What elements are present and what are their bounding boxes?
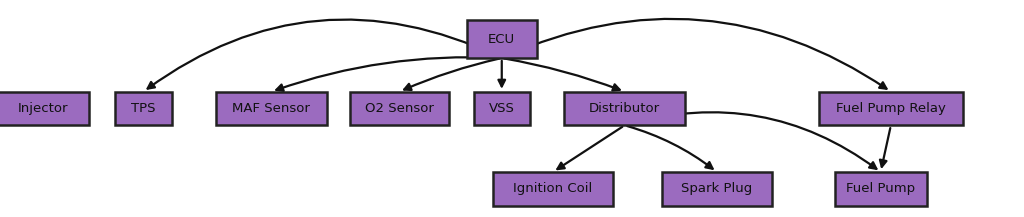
FancyBboxPatch shape: [493, 172, 613, 206]
FancyBboxPatch shape: [662, 172, 772, 206]
Text: O2 Sensor: O2 Sensor: [365, 102, 434, 115]
Text: Injector: Injector: [17, 102, 69, 115]
Text: TPS: TPS: [131, 102, 156, 115]
FancyBboxPatch shape: [467, 20, 537, 58]
FancyBboxPatch shape: [116, 92, 172, 125]
Text: Ignition Coil: Ignition Coil: [513, 182, 593, 195]
FancyBboxPatch shape: [350, 92, 449, 125]
FancyBboxPatch shape: [819, 92, 963, 125]
FancyBboxPatch shape: [0, 92, 89, 125]
Text: Fuel Pump Relay: Fuel Pump Relay: [836, 102, 946, 115]
FancyBboxPatch shape: [835, 172, 927, 206]
Text: ECU: ECU: [488, 33, 515, 46]
Text: Fuel Pump: Fuel Pump: [846, 182, 915, 195]
FancyBboxPatch shape: [216, 92, 327, 125]
Text: VSS: VSS: [488, 102, 515, 115]
Text: MAF Sensor: MAF Sensor: [232, 102, 310, 115]
FancyBboxPatch shape: [473, 92, 530, 125]
Text: Distributor: Distributor: [589, 102, 660, 115]
FancyBboxPatch shape: [564, 92, 685, 125]
Text: Spark Plug: Spark Plug: [681, 182, 753, 195]
